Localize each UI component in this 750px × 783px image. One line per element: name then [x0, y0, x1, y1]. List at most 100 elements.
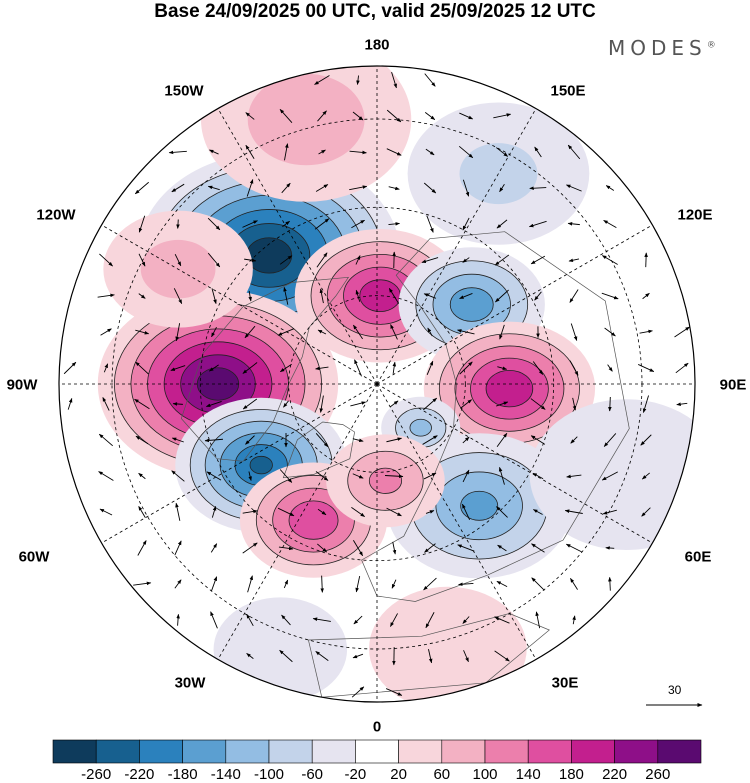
wind-vector — [168, 150, 187, 155]
wind-vector — [603, 220, 617, 228]
wind-vector — [641, 507, 651, 517]
colorbar-tick-label: -100 — [253, 766, 285, 783]
wind-vector — [497, 366, 508, 370]
wind-vector — [314, 75, 330, 85]
wind-vector — [572, 615, 576, 625]
wind-vector — [462, 616, 470, 624]
meridian-line — [213, 100, 378, 385]
colorbar-tick-label: -140 — [210, 766, 241, 783]
wind-vector — [176, 219, 180, 229]
wind-vector — [242, 542, 258, 554]
wind-vector — [135, 361, 149, 375]
wind-vector — [496, 401, 509, 407]
wind-vector — [496, 147, 509, 157]
wind-vector — [534, 291, 542, 301]
colorbar-tick-label: 140 — [515, 766, 541, 783]
wind-vector — [138, 215, 146, 233]
meridian-line — [376, 100, 541, 385]
wind-vector — [352, 438, 364, 443]
wind-vector — [138, 253, 146, 267]
colorbar-tick-label: 260 — [645, 766, 671, 783]
wind-vector — [534, 146, 542, 158]
wind-vector — [428, 649, 433, 664]
wind-vector — [567, 144, 581, 160]
colorbar-swatch — [527, 739, 572, 764]
wind-vector — [390, 613, 398, 627]
wind-vector — [640, 434, 652, 446]
wind-vector — [462, 179, 470, 197]
lon-label-90w: 90W — [6, 376, 38, 394]
wind-vector — [245, 112, 255, 120]
anomaly-level — [247, 73, 365, 166]
wind-vector — [133, 581, 152, 586]
anomaly-level — [369, 586, 527, 702]
wind-vector — [496, 580, 508, 588]
wind-vector — [134, 181, 149, 195]
lon-label-150w: 150W — [164, 82, 204, 100]
wind-vector — [461, 503, 471, 520]
wind-vector — [386, 437, 402, 443]
wind-vector — [459, 292, 473, 300]
wind-vector — [138, 472, 146, 480]
anomaly-level — [213, 597, 348, 702]
wind-vector — [205, 401, 222, 407]
wind-vector — [279, 469, 293, 483]
wind-vector — [642, 395, 649, 413]
lon-label-150e: 150E — [550, 82, 586, 100]
wind-vector — [312, 617, 331, 622]
wind-vector — [98, 471, 114, 481]
wind-vector — [641, 472, 650, 480]
wind-vector — [458, 582, 474, 587]
wind-vector — [391, 72, 397, 89]
colorbar-tick-label: 220 — [602, 766, 628, 783]
colorbar-tick-label: 180 — [558, 766, 584, 783]
wind-vector — [352, 653, 364, 659]
wind-vector — [535, 611, 541, 629]
wind-vector — [462, 217, 470, 231]
wind-vector — [644, 252, 648, 268]
wind-vector — [211, 288, 217, 305]
wind-vector — [207, 185, 220, 191]
wind-vector — [352, 111, 364, 121]
lon-label-30e: 30E — [551, 674, 579, 692]
wind-vector — [388, 222, 400, 226]
wind-vector — [279, 363, 292, 373]
contour-line — [347, 450, 424, 511]
wind-vector — [608, 396, 612, 412]
wind-vector — [353, 615, 363, 625]
wind-vector — [386, 507, 402, 517]
contour-line — [449, 287, 494, 322]
wind-vector — [496, 506, 508, 518]
wind-vector — [242, 220, 258, 228]
wind-vector — [572, 397, 577, 411]
wind-vector — [424, 112, 436, 120]
wind-vector — [314, 218, 330, 230]
lon-label-60w: 60W — [18, 548, 50, 566]
wind-vector — [459, 361, 473, 375]
wind-vector — [565, 184, 582, 192]
wind-vector — [356, 75, 360, 85]
wind-vector — [283, 579, 289, 589]
wind-vector — [493, 113, 512, 119]
wind-vector — [279, 108, 293, 123]
wind-vector — [204, 438, 224, 443]
wind-vector — [174, 540, 182, 556]
wind-vector — [63, 361, 77, 375]
colorbar-swatch — [355, 739, 399, 764]
lon-label-60e: 60E — [684, 548, 712, 566]
wind-vector — [277, 328, 295, 336]
meridian-line — [376, 383, 661, 548]
wind-vector — [532, 472, 544, 480]
colorbar-swatch — [225, 739, 270, 764]
wind-vector — [392, 541, 397, 555]
wind-vector — [605, 546, 615, 550]
wind-vector — [320, 575, 324, 593]
anomaly-level — [460, 491, 498, 521]
wind-vector — [103, 363, 109, 373]
wind-vector — [603, 433, 617, 447]
meridian-line — [93, 383, 378, 548]
anomaly-level — [409, 419, 432, 437]
wind-vector — [138, 293, 146, 299]
reference-vector-label: 30 — [668, 683, 682, 697]
wind-vector — [353, 324, 363, 340]
